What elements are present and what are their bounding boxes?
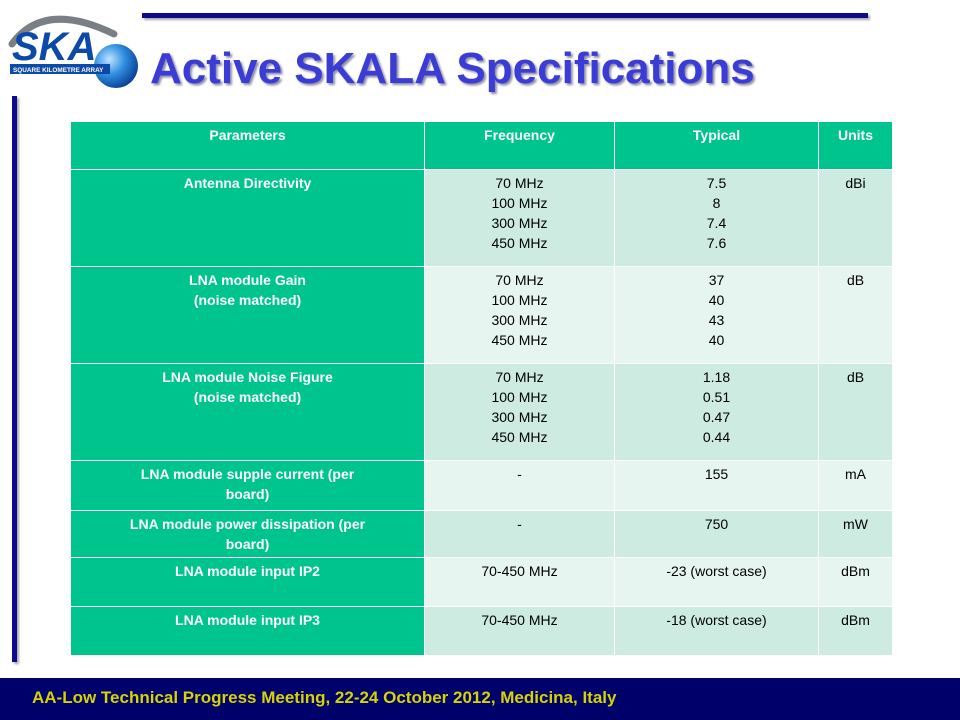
col-header-typical: Typical bbox=[614, 121, 819, 170]
units-cell: dBi bbox=[818, 169, 893, 267]
units-cell: dB bbox=[818, 266, 893, 364]
param-cell: LNA module input IP2 bbox=[70, 557, 425, 607]
units-cell: mW bbox=[818, 510, 893, 558]
table-row-lna-power-dissipation: LNA module power dissipation (per board)… bbox=[70, 510, 893, 558]
left-rule bbox=[12, 96, 17, 662]
frequency-cell: - bbox=[424, 460, 615, 511]
footer-bar: AA-Low Technical Progress Meeting, 22-24… bbox=[0, 678, 960, 720]
typical-cell: 155 bbox=[614, 460, 819, 511]
footer-text: AA-Low Technical Progress Meeting, 22-24… bbox=[32, 688, 617, 707]
frequency-cell: 70 MHz 100 MHz 300 MHz 450 MHz bbox=[424, 266, 615, 364]
table-row-lna-input-ip3: LNA module input IP3 70-450 MHz -18 (wor… bbox=[70, 606, 893, 656]
param-cell: LNA module power dissipation (per board) bbox=[70, 510, 425, 558]
ska-logo: SKA SQUARE KILOMETRE ARRAY bbox=[8, 15, 138, 88]
param-cell: LNA module Noise Figure (noise matched) bbox=[70, 363, 425, 461]
table-row-lna-gain: LNA module Gain (noise matched) 70 MHz 1… bbox=[70, 266, 893, 364]
logo-subtitle: SQUARE KILOMETRE ARRAY bbox=[13, 67, 104, 74]
logo-text: SKA bbox=[12, 25, 96, 69]
param-cell: Antenna Directivity bbox=[70, 169, 425, 267]
typical-cell: -18 (worst case) bbox=[614, 606, 819, 656]
col-header-parameters: Parameters bbox=[70, 121, 425, 170]
units-cell: dBm bbox=[818, 557, 893, 607]
frequency-cell: 70-450 MHz bbox=[424, 557, 615, 607]
table-row-lna-input-ip2: LNA module input IP2 70-450 MHz -23 (wor… bbox=[70, 557, 893, 607]
units-cell: dBm bbox=[818, 606, 893, 656]
page-title: Active SKALA Specifications bbox=[150, 44, 755, 93]
frequency-cell: 70-450 MHz bbox=[424, 606, 615, 656]
frequency-cell: - bbox=[424, 510, 615, 558]
param-cell: LNA module supple current (per board) bbox=[70, 460, 425, 511]
typical-cell: 750 bbox=[614, 510, 819, 558]
top-rule bbox=[142, 13, 868, 18]
typical-cell: 1.18 0.51 0.47 0.44 bbox=[614, 363, 819, 461]
frequency-cell: 70 MHz 100 MHz 300 MHz 450 MHz bbox=[424, 363, 615, 461]
typical-cell: -23 (worst case) bbox=[614, 557, 819, 607]
table-header-row: Parameters Frequency Typical Units bbox=[70, 121, 893, 170]
typical-cell: 37 40 43 40 bbox=[614, 266, 819, 364]
col-header-units: Units bbox=[818, 121, 893, 170]
units-cell: dB bbox=[818, 363, 893, 461]
table-row-lna-noise-figure: LNA module Noise Figure (noise matched) … bbox=[70, 363, 893, 461]
col-header-frequency: Frequency bbox=[424, 121, 615, 170]
param-cell: LNA module input IP3 bbox=[70, 606, 425, 656]
table-row-antenna-directivity: Antenna Directivity 70 MHz 100 MHz 300 M… bbox=[70, 169, 893, 267]
units-cell: mA bbox=[818, 460, 893, 511]
table-row-lna-supply-current: LNA module supple current (per board) - … bbox=[70, 460, 893, 511]
param-cell: LNA module Gain (noise matched) bbox=[70, 266, 425, 364]
typical-cell: 7.5 8 7.4 7.6 bbox=[614, 169, 819, 267]
spec-table: Parameters Frequency Typical Units Anten… bbox=[70, 121, 893, 656]
frequency-cell: 70 MHz 100 MHz 300 MHz 450 MHz bbox=[424, 169, 615, 267]
